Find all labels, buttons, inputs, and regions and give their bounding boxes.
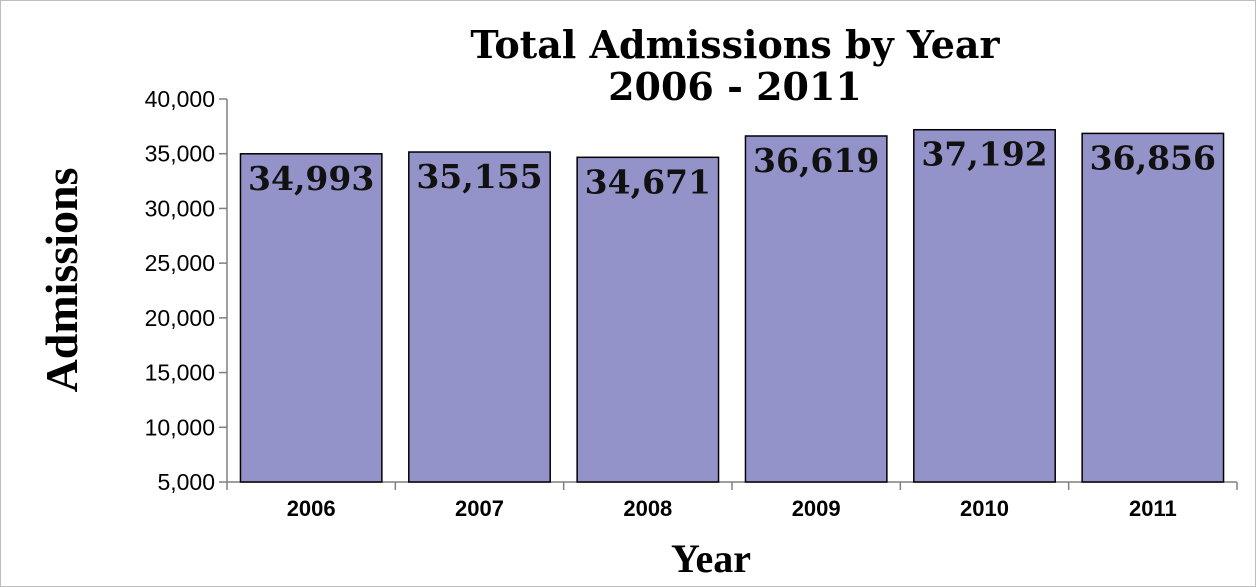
y-tick-label: 5,000 bbox=[157, 469, 215, 495]
x-tick-label: 2008 bbox=[623, 496, 672, 521]
x-tick-label: 2006 bbox=[287, 496, 336, 521]
y-tick-label: 10,000 bbox=[145, 414, 215, 440]
y-tick-label: 40,000 bbox=[145, 86, 215, 112]
y-axis: 5,000 10,000 15,000 20,000 25,000 30,000 35,00… bbox=[145, 86, 228, 495]
x-axis-label: Year bbox=[671, 536, 751, 581]
x-tick-label: 2011 bbox=[1129, 496, 1177, 521]
bars bbox=[239, 128, 1225, 483]
bar-2007 bbox=[408, 151, 551, 483]
bar-2006 bbox=[239, 153, 383, 483]
x-axis: 2006 2007 2008 2009 2010 2011 bbox=[226, 481, 1238, 521]
y-tick-label: 35,000 bbox=[145, 141, 215, 167]
data-label-2008: 34,671 bbox=[585, 162, 711, 201]
x-tick-label: 2010 bbox=[960, 496, 1009, 521]
chart-title: Total Admissions by Year bbox=[470, 22, 1000, 67]
data-labels: 34,993 35,155 34,671 36,619 37,192 36,856 bbox=[248, 135, 1216, 202]
data-label-2007: 35,155 bbox=[416, 157, 542, 196]
bar-2008 bbox=[576, 156, 720, 483]
x-tick-label: 2009 bbox=[792, 496, 841, 521]
bar-2010 bbox=[913, 128, 1056, 483]
chart-subtitle: 2006 - 2011 bbox=[608, 64, 862, 109]
data-label-2009: 36,619 bbox=[753, 141, 879, 180]
data-label-2010: 37,192 bbox=[921, 135, 1047, 174]
y-tick-label: 30,000 bbox=[145, 195, 215, 221]
y-axis-label: Admissions bbox=[36, 168, 87, 393]
data-label-2011: 36,856 bbox=[1090, 138, 1216, 177]
x-tick-label: 2007 bbox=[455, 496, 504, 521]
y-tick-label: 25,000 bbox=[145, 250, 215, 276]
data-label-2006: 34,993 bbox=[248, 159, 374, 198]
y-tick-label: 20,000 bbox=[145, 305, 215, 331]
y-tick-label: 15,000 bbox=[145, 360, 215, 386]
bar-2011 bbox=[1081, 132, 1225, 483]
bar-2009 bbox=[744, 135, 888, 483]
